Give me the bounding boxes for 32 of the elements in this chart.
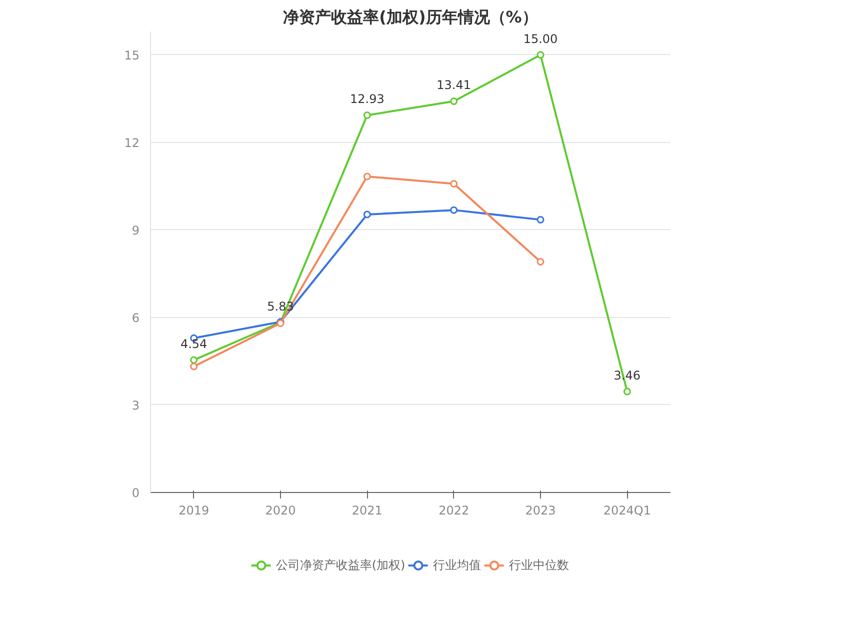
point	[190, 362, 198, 370]
x-tick-label: 2024Q1	[603, 504, 651, 518]
chart-title: 净资产收益率(加权)历年情况（%）	[283, 8, 538, 26]
y-tick-label: 15	[124, 48, 140, 62]
x-tick-label: 2021	[352, 504, 382, 518]
y-tick-label: 3	[132, 398, 140, 412]
data-label: 13.41	[436, 78, 472, 92]
data-label: 12.93	[350, 92, 384, 106]
y-tick-label: 0	[132, 486, 140, 500]
x-tick-label: 2019	[178, 504, 210, 518]
legend-label: 公司净资产收益率(加权)	[276, 556, 406, 574]
point	[450, 206, 458, 214]
data-label: 4.54	[180, 337, 208, 352]
x-tick-label: 2023	[525, 504, 556, 518]
point	[363, 172, 371, 180]
point	[536, 258, 544, 266]
point	[363, 111, 371, 119]
legend-label: 行业中位数	[509, 556, 570, 574]
point	[363, 210, 371, 218]
y-tick-label: 9	[132, 223, 140, 238]
x-tick-label: 2020	[265, 504, 296, 518]
point	[623, 388, 631, 396]
point	[536, 216, 544, 224]
legend-label: 行业均值	[433, 556, 482, 574]
point	[450, 180, 458, 188]
data-label: 15.00	[523, 32, 558, 46]
point	[536, 51, 544, 59]
x-tick-label: 2022	[438, 504, 470, 518]
point	[450, 97, 458, 105]
y-tick-label: 12	[124, 136, 140, 150]
y-tick-label: 6	[132, 310, 140, 325]
point	[190, 356, 198, 364]
